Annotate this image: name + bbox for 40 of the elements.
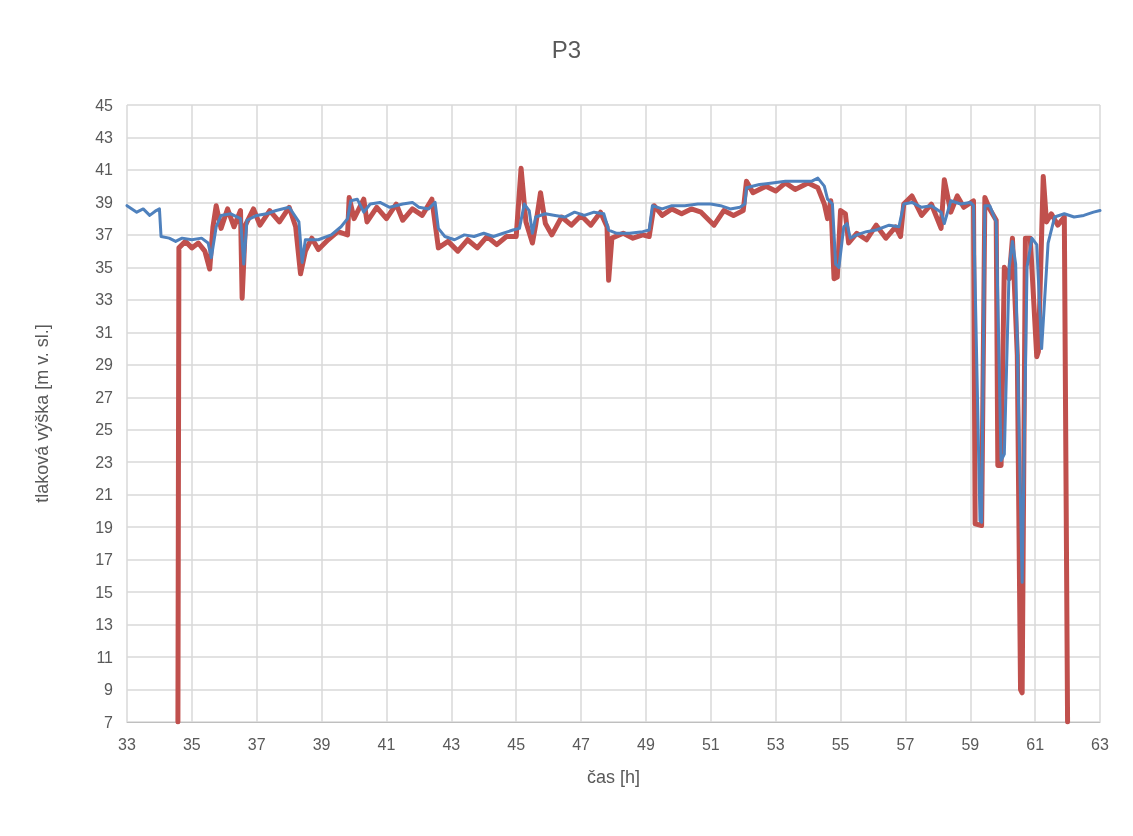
y-tick-label: 13 [95,616,114,634]
chart-title: P3 [551,35,582,63]
x-tick-label: 47 [572,735,591,753]
y-tick-label: 31 [95,323,114,341]
y-tick-label: 33 [95,291,114,309]
x-tick-label: 53 [766,735,785,753]
x-tick-label: 41 [377,735,396,753]
y-tick-label: 35 [95,258,114,276]
x-tick-label: 49 [637,735,655,753]
y-tick-label: 23 [95,453,114,471]
x-tick-label: 33 [118,735,136,753]
x-tick-label: 59 [961,735,980,753]
y-tick-label: 15 [95,583,114,601]
x-tick-label: 55 [831,735,850,753]
y-tick-label: 25 [95,421,114,439]
y-tick-label: 21 [95,486,114,504]
x-tick-label: 51 [701,735,720,753]
y-tick-label: 43 [95,128,114,146]
y-tick-label: 45 [95,96,114,114]
y-tick-label: 41 [95,161,114,179]
y-tick-label: 11 [96,648,114,666]
y-tick-label: 39 [95,193,114,211]
x-tick-label: 45 [507,735,526,753]
x-tick-label: 39 [312,735,331,753]
x-tick-label: 63 [1091,735,1109,753]
y-tick-label: 27 [95,388,114,406]
x-tick-label: 43 [442,735,461,753]
y-tick-label: 37 [95,226,114,244]
y-tick-label: 17 [95,551,114,569]
x-tick-label: 61 [1026,735,1045,753]
x-tick-label: 35 [182,735,201,753]
y-axis-title: tlaková výška [m v. sl.] [32,324,52,503]
y-tick-label: 29 [95,356,114,374]
x-tick-label: 57 [896,735,915,753]
x-tick-label: 37 [247,735,266,753]
x-axis-title: čas [h] [586,767,641,787]
y-tick-label: 9 [104,681,114,699]
line-series [125,176,1102,584]
y-tick-label: 7 [104,713,114,731]
y-tick-label: 19 [95,518,114,536]
